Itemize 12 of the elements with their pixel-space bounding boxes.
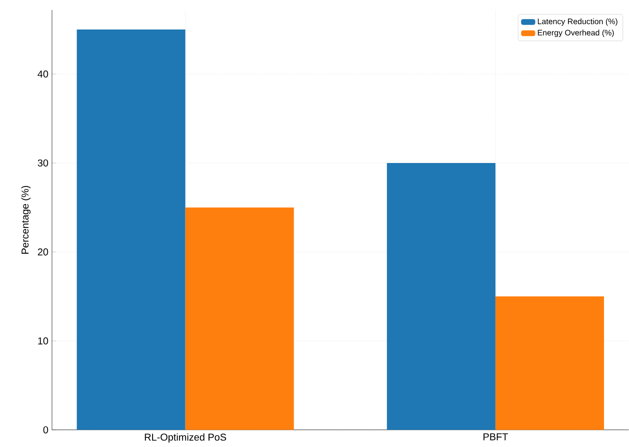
y-axis-title: Percentage (%): [21, 186, 31, 254]
x-tick-label: RL-Optimized PoS: [144, 433, 226, 443]
bar: [495, 296, 604, 430]
y-tick-label: 20: [38, 248, 48, 256]
y-tick-label: 40: [38, 70, 48, 78]
bar: [185, 208, 294, 430]
x-tick-label: PBFT: [484, 433, 508, 440]
bar: [76, 30, 186, 430]
y-tick-label: 10: [38, 337, 48, 344]
y-tick-label: 0: [43, 426, 48, 434]
y-tick-label: 30: [38, 160, 48, 167]
bar: [386, 163, 496, 430]
